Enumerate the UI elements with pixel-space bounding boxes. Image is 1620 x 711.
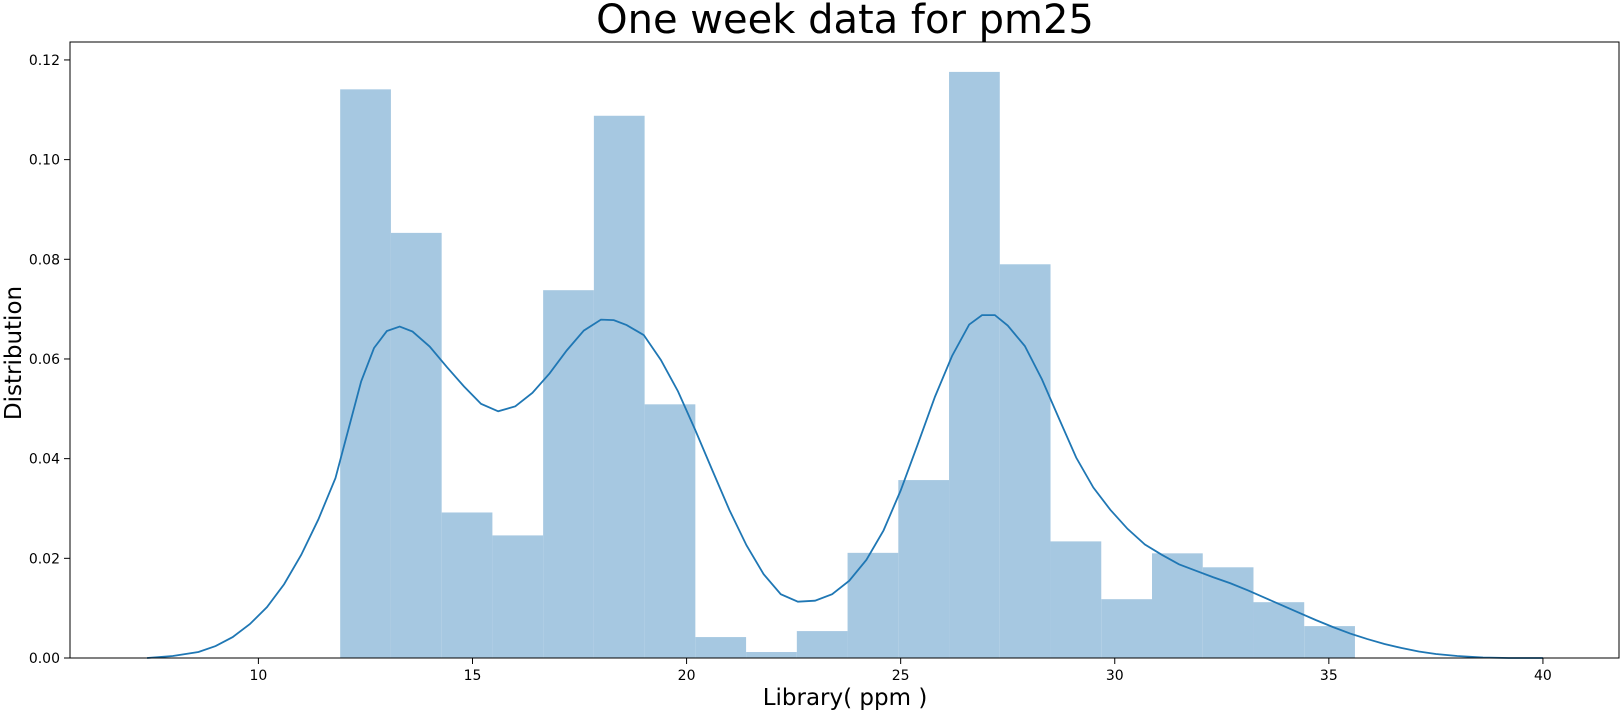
y-tick-label: 0.04 bbox=[29, 452, 60, 468]
y-tick-label: 0.06 bbox=[29, 352, 60, 368]
histogram-bar bbox=[898, 480, 950, 658]
kde-curve-group bbox=[147, 314, 1543, 659]
histogram-bar bbox=[441, 512, 493, 658]
x-tick-label: 40 bbox=[1534, 668, 1552, 684]
x-axis-label: Library( ppm ) bbox=[763, 685, 928, 711]
histogram-bar bbox=[644, 404, 696, 658]
histogram-bar bbox=[847, 552, 899, 658]
histogram-bar bbox=[949, 71, 1000, 659]
x-tick-label: 35 bbox=[1320, 668, 1338, 684]
histogram-bar bbox=[543, 290, 594, 658]
histogram-bar bbox=[340, 89, 391, 659]
histogram-bar bbox=[593, 115, 645, 659]
histogram-bar bbox=[492, 535, 544, 658]
y-tick-label: 0.08 bbox=[29, 252, 60, 268]
y-tick-label: 0.00 bbox=[29, 651, 60, 667]
histogram-bar bbox=[1152, 553, 1203, 658]
y-tick-label: 0.10 bbox=[29, 153, 60, 169]
y-axis-label: Distribution bbox=[1, 286, 27, 420]
histogram-bar bbox=[1253, 602, 1305, 658]
x-axis-ticks: 10 15 20 25 30 35 40 bbox=[249, 658, 1552, 684]
histogram-bar bbox=[1050, 541, 1102, 658]
x-tick-label: 25 bbox=[892, 668, 910, 684]
y-axis-ticks: 0.00 0.02 0.04 0.06 0.08 0.10 0.12 bbox=[29, 53, 70, 667]
histogram-bar bbox=[695, 637, 747, 658]
histogram-bar bbox=[746, 652, 797, 658]
histogram-bar bbox=[1202, 567, 1254, 658]
y-tick-label: 0.02 bbox=[29, 551, 60, 567]
x-tick-label: 10 bbox=[249, 668, 267, 684]
histogram-bar bbox=[796, 631, 848, 658]
x-tick-label: 15 bbox=[464, 668, 482, 684]
plot-frame bbox=[69, 41, 1620, 659]
histogram-bar bbox=[390, 232, 442, 659]
histogram-bar bbox=[1101, 599, 1153, 658]
kde-curve bbox=[147, 314, 1543, 659]
chart-title: One week data for pm25 bbox=[596, 0, 1094, 43]
y-tick-label: 0.12 bbox=[29, 53, 60, 69]
x-tick-label: 30 bbox=[1106, 668, 1124, 684]
histogram-bar bbox=[999, 264, 1051, 658]
x-tick-label: 20 bbox=[678, 668, 696, 684]
histogram-bar bbox=[1304, 626, 1355, 658]
histogram-bars bbox=[340, 71, 1355, 659]
